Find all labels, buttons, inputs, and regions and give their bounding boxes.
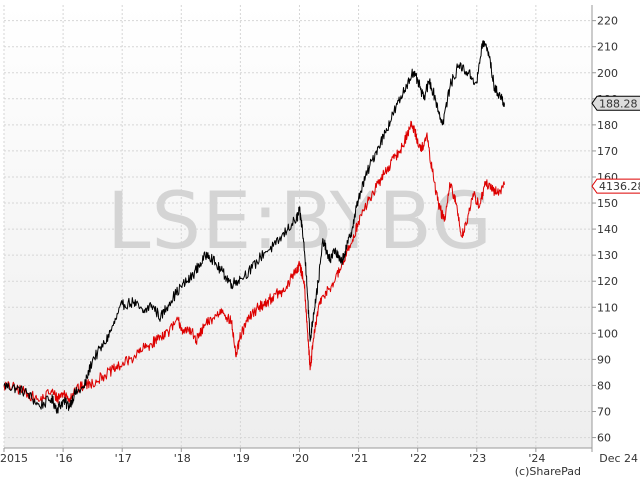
y-tick-label: 80 [597, 379, 611, 392]
y-axis-ticks: 6070809010011012013014015016017018019020… [592, 15, 618, 445]
end-value-tag-box [591, 178, 640, 194]
x-tick-label: '16 [56, 452, 73, 465]
credit-text: (c)SharePad [515, 465, 581, 478]
y-tick-label: 130 [597, 249, 618, 262]
series-line-1 [3, 120, 505, 405]
y-tick-label: 140 [597, 223, 618, 236]
y-tick-label: 220 [597, 15, 618, 28]
x-tick-label: 2015 [0, 452, 28, 465]
end-value-tag-0: 188.28 [591, 95, 640, 111]
series-line-0 [3, 40, 505, 414]
x-tick-label: '24 [528, 452, 545, 465]
y-tick-label: 180 [597, 119, 618, 132]
y-tick-label: 60 [597, 432, 611, 445]
y-tick-label: 90 [597, 353, 611, 366]
grid [3, 5, 593, 448]
end-value-tag-1: 4136.28 [591, 178, 640, 194]
x-tick-label: Dec 24 [599, 452, 638, 465]
series-layer [3, 40, 505, 414]
y-tick-label: 120 [597, 275, 618, 288]
x-tick-label: '21 [351, 452, 368, 465]
end-value-tag-box [591, 95, 640, 111]
x-tick-label: '19 [233, 452, 250, 465]
end-value-tag-text: 188.28 [599, 97, 638, 110]
x-tick-label: '23 [469, 452, 486, 465]
end-value-tag-text: 4136.28 [599, 180, 640, 193]
y-tick-label: 150 [597, 197, 618, 210]
y-tick-label: 170 [597, 145, 618, 158]
watermark-text: LSE:BYBG [107, 177, 493, 267]
x-tick-label: '20 [292, 452, 309, 465]
plot-background [4, 5, 592, 448]
y-tick-label: 70 [597, 406, 611, 419]
end-labels: 188.28 4136.28 [591, 95, 640, 194]
y-tick-label: 210 [597, 41, 618, 54]
y-tick-label: 100 [597, 327, 618, 340]
x-axis-ticks: 2015 '16 '17 '18 '19 '20 '21 '22 '23 '24 Dec 24 [0, 448, 638, 465]
y-tick-label: 200 [597, 67, 618, 80]
x-tick-label: '17 [115, 452, 132, 465]
x-tick-label: '22 [410, 452, 427, 465]
y-tick-label: 110 [597, 301, 618, 314]
x-tick-label: '18 [174, 452, 191, 465]
